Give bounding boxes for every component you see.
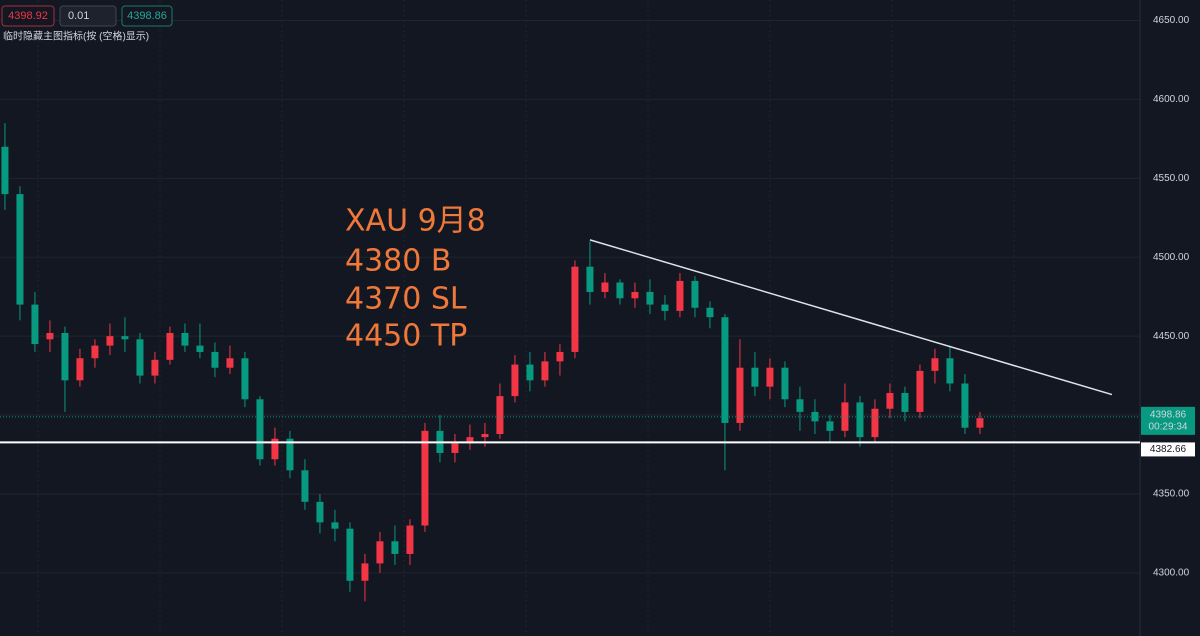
y-tick-label: 4300.00 — [1153, 568, 1190, 579]
candle-body — [931, 358, 939, 371]
candle-body — [721, 317, 729, 423]
candle-body — [16, 194, 24, 305]
ask-box[interactable] — [121, 5, 173, 27]
annotation: XAU 9月8 — [345, 204, 486, 239]
candle-body — [136, 339, 144, 376]
candle-body — [676, 280, 684, 311]
candle-body — [331, 522, 339, 529]
y-tick-label: 4500.00 — [1153, 252, 1190, 263]
candle-body — [241, 358, 249, 400]
candle-body — [271, 438, 279, 460]
plot — [0, 0, 1141, 636]
y-tick-label: 4650.00 — [1153, 15, 1190, 26]
candle-body — [961, 383, 969, 428]
last-price-tag — [1141, 406, 1195, 435]
candle-body — [1, 146, 9, 195]
y-tick-label: 4600.00 — [1153, 94, 1190, 105]
candle-body — [661, 304, 669, 311]
candle-body — [631, 291, 639, 299]
candle-body — [616, 282, 624, 299]
lot-box[interactable] — [59, 5, 117, 27]
candle-body — [796, 399, 804, 412]
candle-body — [601, 282, 609, 292]
candle-body — [976, 418, 984, 428]
candle-body — [706, 307, 714, 318]
candle-body — [826, 421, 834, 431]
candle-body — [46, 332, 54, 340]
annotation: 4380 B — [345, 244, 451, 279]
annotation: 4370 SL — [345, 282, 467, 317]
candle-body — [886, 392, 894, 409]
candle-body — [541, 361, 549, 381]
candle-body — [31, 304, 39, 345]
y-tick-label: 4550.00 — [1153, 173, 1190, 184]
trendline — [589, 239, 1113, 396]
candle-body — [196, 345, 204, 352]
candle-body — [286, 438, 294, 471]
hline-label: 4382.66 — [1150, 444, 1187, 455]
candle-body — [811, 411, 819, 422]
candle-body — [421, 430, 429, 526]
candle-body — [646, 291, 654, 305]
y-tick-label: 4350.00 — [1153, 489, 1190, 500]
candle-body — [106, 336, 114, 346]
candle-body — [211, 351, 219, 368]
candle-body — [361, 563, 369, 581]
candle-body — [391, 541, 399, 554]
candle-body — [481, 433, 489, 438]
candle-body — [466, 437, 474, 444]
candle-body — [316, 501, 324, 523]
hline-tag — [1141, 442, 1195, 457]
candle-body — [571, 266, 579, 352]
candle-body — [301, 470, 309, 502]
candle-body — [376, 541, 384, 564]
annotation: 4450 TP — [345, 319, 467, 354]
candle-body — [256, 399, 264, 460]
candle-body — [751, 367, 759, 387]
candle-body — [406, 525, 414, 554]
candle-body — [76, 358, 84, 381]
hint: 临时隐藏主图指标(按 (空格)显示) — [3, 30, 149, 43]
last-price-label: 4398.86 — [1150, 409, 1187, 420]
candle-body — [841, 402, 849, 431]
candle-body — [91, 345, 99, 359]
candle-body — [736, 367, 744, 423]
candle-body — [766, 367, 774, 387]
time-grid — [37, 0, 1015, 636]
candle-body — [226, 358, 234, 368]
bid-box[interactable] — [1, 5, 55, 27]
candle-body — [871, 408, 879, 438]
candle-body — [901, 392, 909, 412]
candle-body — [61, 332, 69, 381]
countdown: 00:29:34 — [1149, 421, 1188, 432]
candle-body — [556, 351, 564, 362]
candle-body — [166, 332, 174, 360]
candle-body — [946, 358, 954, 384]
candle-body — [151, 359, 159, 376]
candle-body — [916, 370, 924, 412]
candle-body — [511, 364, 519, 397]
candle-body — [856, 402, 864, 438]
ask-price: 4398.86 — [127, 10, 167, 22]
candle-body — [496, 396, 504, 434]
candle-body — [121, 336, 129, 340]
candle-body — [691, 280, 699, 308]
y-tick-label: 4450.00 — [1153, 331, 1190, 342]
candle-body — [346, 528, 354, 581]
candle-body — [586, 266, 594, 292]
candle-body — [781, 367, 789, 400]
candle-body — [526, 364, 534, 381]
lot-size: 0.01 — [68, 10, 89, 22]
bid-price: 4398.92 — [8, 10, 48, 22]
candle-body — [181, 332, 189, 346]
candle-body — [451, 443, 459, 453]
